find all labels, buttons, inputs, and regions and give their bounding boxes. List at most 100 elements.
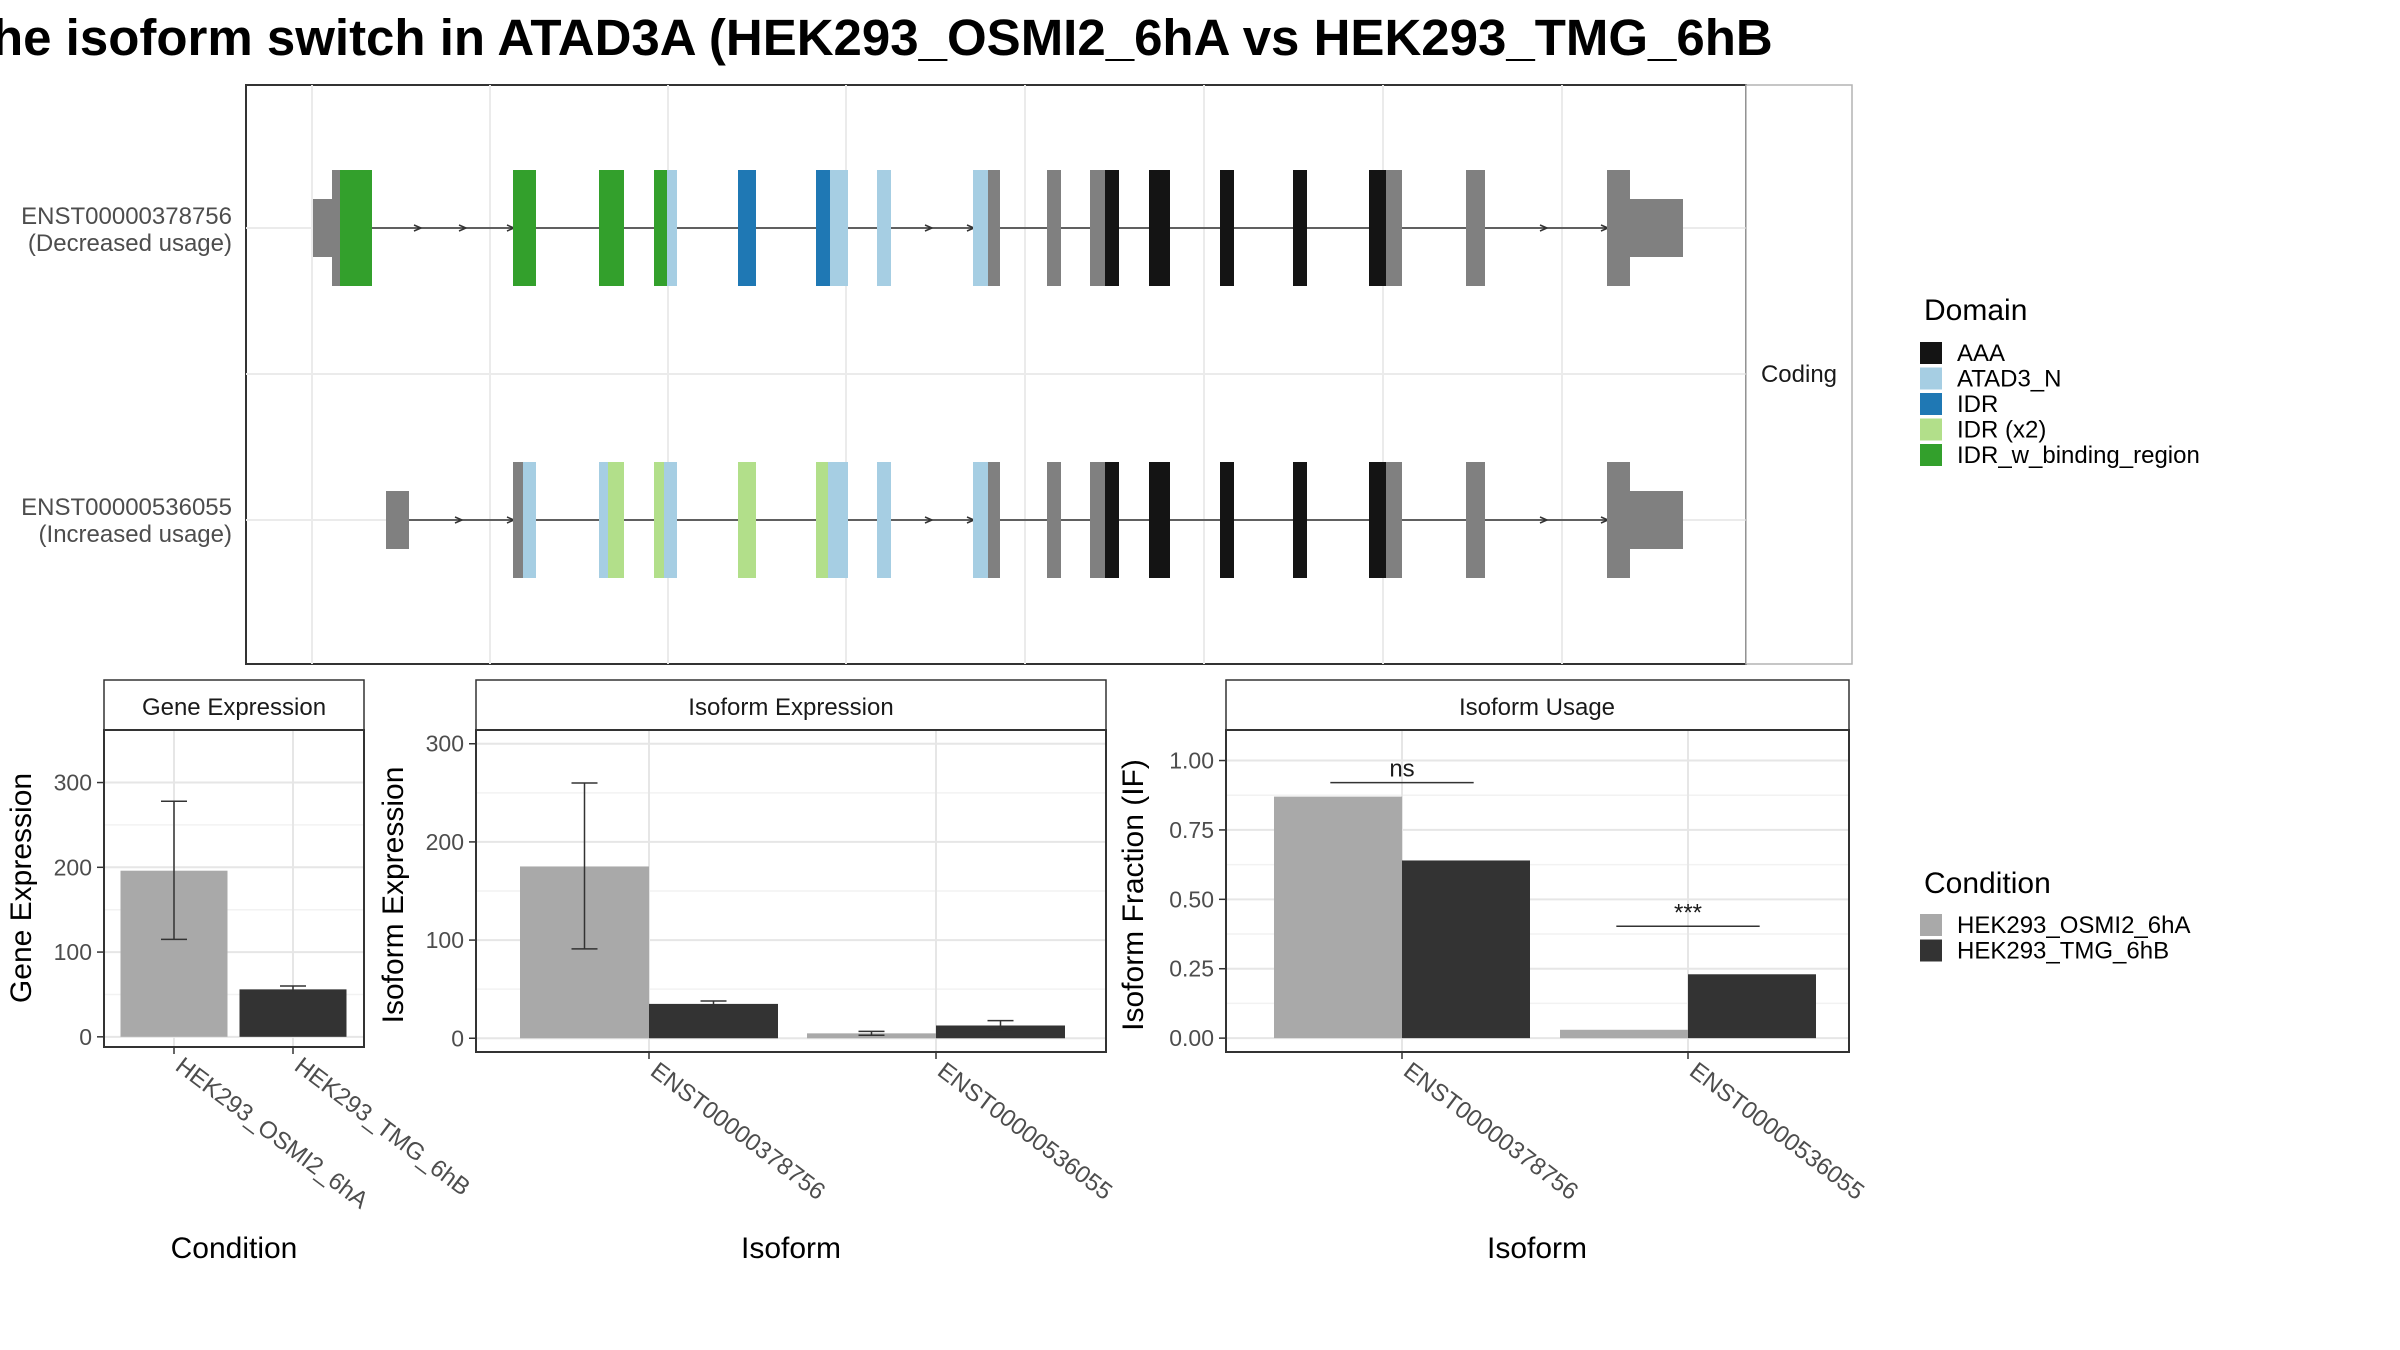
- domain-legend-label: ATAD3_N: [1957, 366, 2061, 393]
- x-tick-label: ENST00000536055: [1684, 1057, 1869, 1205]
- exon-segment: [988, 462, 1000, 578]
- domain-legend-title: Domain: [1924, 294, 2027, 327]
- domain-legend-swatch: [1920, 393, 1942, 415]
- plot-border: [475, 729, 1107, 1053]
- exon-segment: [654, 462, 664, 578]
- exon-segment: [1466, 170, 1485, 286]
- facet-strip-label: Coding: [1761, 361, 1837, 388]
- bar: [1402, 860, 1530, 1039]
- isoform-expression-chart: Isoform Expression 0 100 200 300 ENST0000037…: [377, 679, 1117, 1265]
- bar: [649, 1003, 778, 1039]
- gene-expression-ylabel: Gene Expression: [5, 773, 38, 1003]
- domain-legend-swatch: [1920, 418, 1942, 441]
- isoform-usage-title: Isoform Usage: [1459, 694, 1615, 721]
- y-tick-label: 0.50: [1169, 886, 1214, 912]
- gene-expression-title: Gene Expression: [142, 694, 326, 721]
- exon-segment: [1149, 462, 1170, 578]
- bar: [1560, 1029, 1688, 1039]
- isoform-usage-strip: [1225, 679, 1850, 731]
- condition-legend-label: HEK293_TMG_6hB: [1957, 938, 2169, 965]
- exon-segment: [667, 170, 677, 286]
- exon-segment: [973, 462, 988, 578]
- exon-segment: [1105, 462, 1119, 578]
- transcript-2-note: (Increased usage): [39, 521, 232, 548]
- y-tick-label: 1.00: [1169, 748, 1214, 774]
- exon-segment: [988, 170, 1000, 286]
- y-tick-label: 300: [426, 731, 464, 757]
- utr-block: [386, 491, 409, 549]
- plot-border: [103, 729, 365, 1048]
- exon-segment: [513, 170, 536, 286]
- x-tick-label: ENST00000536055: [932, 1057, 1117, 1205]
- exon-segment: [830, 170, 848, 286]
- transcript-1-id: ENST00000378756: [21, 203, 232, 230]
- exon-segment: [1090, 170, 1105, 286]
- y-tick-label: 0: [79, 1024, 92, 1050]
- exon-segment: [513, 462, 523, 578]
- condition-legend-label: HEK293_OSMI2_6hA: [1957, 912, 2190, 939]
- exon-segment: [816, 170, 830, 286]
- domain-legend-label: IDR: [1957, 391, 1998, 418]
- transcript-structure-panel: Coding: [245, 84, 1853, 665]
- isoform-expression-ylabel: Isoform Expression: [377, 767, 410, 1024]
- exon-segment: [828, 462, 848, 578]
- x-tick-label: ENST00000378756: [645, 1057, 830, 1205]
- y-tick-label: 200: [54, 854, 92, 880]
- exon-segment: [738, 170, 756, 286]
- transcript-tracks: [313, 170, 1683, 578]
- y-tick-label: 0.75: [1169, 817, 1214, 843]
- x-tick-label: HEK293_OSMI2_6hA: [170, 1052, 373, 1214]
- bar: [936, 1025, 1065, 1039]
- x-tick-label: ENST00000378756: [1398, 1057, 1583, 1205]
- condition-legend-title: Condition: [1924, 867, 2051, 900]
- exon-segment: [816, 462, 828, 578]
- strand-arrow: [458, 224, 468, 232]
- utr-block: [1630, 491, 1683, 549]
- y-tick-label: 0.00: [1169, 1025, 1214, 1051]
- condition-legend-swatch: [1920, 914, 1942, 936]
- bar: [1688, 974, 1816, 1039]
- transcript-1-note: (Decreased usage): [28, 230, 232, 257]
- domain-legend-label: AAA: [1957, 340, 2005, 367]
- strand-arrow: [1539, 516, 1549, 524]
- exon-segment: [1369, 462, 1386, 578]
- strand-arrow: [413, 224, 423, 232]
- y-tick-label: 0.25: [1169, 956, 1214, 982]
- exon-segment: [599, 462, 608, 578]
- exon-segment: [332, 170, 340, 286]
- isoform-usage-chart: Isoform Usage 0.00 0.25 0.50 0.75 1.00 ns *** E…: [1117, 679, 1869, 1265]
- y-tick-label: 200: [426, 829, 464, 855]
- y-tick-label: 0: [451, 1025, 464, 1051]
- exon-segment: [1220, 170, 1234, 286]
- bar: [239, 989, 347, 1037]
- domain-legend-label: IDR_w_binding_region: [1957, 442, 2200, 469]
- exon-segment: [877, 170, 891, 286]
- strand-arrow: [1539, 224, 1549, 232]
- y-tick-label: 100: [54, 939, 92, 965]
- domain-legend-swatch: [1920, 342, 1942, 364]
- exon-segment: [1047, 462, 1061, 578]
- strand-arrow: [924, 516, 934, 524]
- plot-border: [1225, 729, 1850, 1053]
- exon-segment: [877, 462, 891, 578]
- exon-segment: [973, 170, 988, 286]
- exon-segment: [1105, 170, 1119, 286]
- exon-segment: [1047, 170, 1061, 286]
- exon-segment: [1293, 170, 1307, 286]
- exon-segment: [1466, 462, 1485, 578]
- strand-arrow: [454, 516, 464, 524]
- exon-segment: [599, 170, 624, 286]
- exon-segment: [340, 170, 372, 286]
- utr-block: [313, 199, 332, 257]
- y-tick-label: 300: [54, 770, 92, 796]
- exon-segment: [1369, 170, 1386, 286]
- domain-legend-label: IDR (x2): [1957, 417, 2046, 444]
- bar: [1274, 796, 1402, 1039]
- figure-title: he isoform switch in ATAD3A (HEK293_OSMI…: [0, 9, 1773, 66]
- exon-segment: [654, 170, 667, 286]
- exon-segment: [664, 462, 677, 578]
- gene-expression-xlabel: Condition: [171, 1232, 298, 1265]
